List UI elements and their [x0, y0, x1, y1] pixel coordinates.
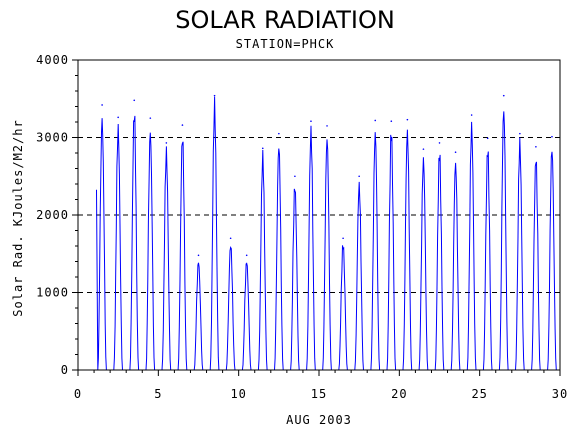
- x-tick-label-0: 0: [74, 387, 82, 401]
- x-tick-label-30: 30: [552, 387, 568, 401]
- peak-point-day-28: [535, 146, 537, 148]
- peak-point-day-21: [422, 148, 425, 150]
- x-tick-label-5: 5: [154, 387, 162, 401]
- peak-point-day-14: [310, 120, 312, 123]
- y-tick-label-4000: 4000: [36, 53, 69, 67]
- peak-point-day-17: [358, 175, 360, 178]
- y-axis: 0 1000 2000 3000 4000: [36, 53, 78, 377]
- peak-point-day-13: [294, 175, 296, 178]
- y-tick-label-1000: 1000: [36, 286, 69, 300]
- peak-point-day-26: [502, 94, 505, 97]
- peak-point-day-22: [438, 142, 441, 144]
- chart-title: SOLAR RADIATION: [175, 6, 395, 34]
- peak-point-day-10: [245, 254, 248, 257]
- peak-point-day-5: [165, 142, 168, 144]
- x-tick-label-15: 15: [311, 387, 327, 401]
- peak-point-day-19: [390, 120, 393, 123]
- solar-radiation-line: [96, 96, 560, 371]
- chart-subtitle: STATION=PHCK: [236, 37, 335, 51]
- peak-point-day-15: [326, 125, 328, 127]
- x-axis: 0 5 10 15 20 25 30: [74, 370, 568, 401]
- peak-point-day-8: [213, 94, 216, 97]
- x-tick-label-25: 25: [471, 387, 487, 401]
- peak-point-day-27: [519, 132, 521, 135]
- peak-point-day-12: [278, 132, 280, 135]
- y-axis-label: Solar Rad. KJoules/M2/hr: [11, 119, 25, 316]
- peak-point-day-1: [101, 104, 103, 106]
- peak-point-day-24: [470, 114, 473, 116]
- peak-point-day-25: [486, 137, 489, 140]
- grid-lines: [78, 59, 560, 371]
- y-tick-label-2000: 2000: [36, 208, 69, 222]
- peak-point-day-16: [342, 237, 344, 240]
- peak-point-day-20: [406, 118, 409, 121]
- peak-point-day-7: [197, 254, 200, 257]
- peak-point-day-23: [454, 151, 457, 154]
- peak-point-day-2: [117, 116, 119, 119]
- y-tick-label-0: 0: [61, 363, 69, 377]
- peak-point-day-6: [181, 124, 184, 126]
- series-group: [96, 94, 560, 371]
- peak-point-day-18: [374, 119, 377, 122]
- x-axis-label: AUG 2003: [286, 413, 352, 427]
- x-tick-label-10: 10: [230, 387, 246, 401]
- peak-point-day-4: [149, 117, 152, 119]
- y-tick-label-3000: 3000: [36, 131, 69, 145]
- peak-point-day-3: [133, 99, 136, 102]
- peak-point-day-9: [229, 237, 232, 240]
- x-tick-label-20: 20: [391, 387, 407, 401]
- peak-point-day-11: [261, 147, 264, 150]
- peak-point-day-29: [551, 135, 553, 138]
